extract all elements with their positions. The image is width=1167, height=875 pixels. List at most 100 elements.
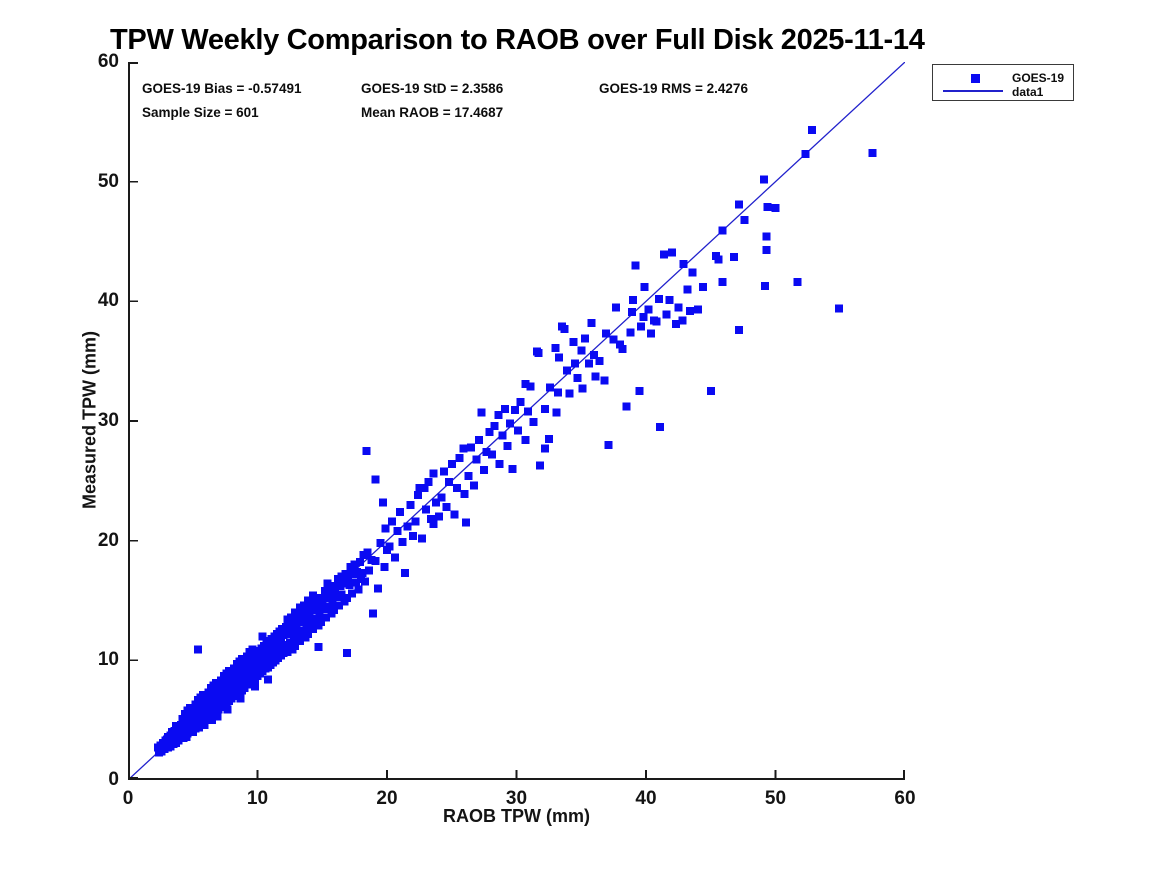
data-point	[459, 444, 468, 453]
data-point	[674, 303, 683, 312]
data-point	[718, 226, 727, 235]
data-point	[350, 560, 359, 569]
data-point	[217, 676, 226, 685]
data-point	[526, 382, 535, 391]
data-point	[718, 278, 727, 287]
stat-mean-raob: Mean RAOB = 17.4687	[361, 105, 504, 120]
data-point	[563, 366, 572, 375]
data-point	[516, 397, 525, 406]
data-point	[693, 305, 702, 314]
data-point	[740, 215, 749, 224]
data-point	[193, 645, 202, 654]
data-point	[450, 510, 459, 519]
stat-bias: GOES-19 Bias = -0.57491	[142, 81, 302, 96]
data-point	[403, 522, 412, 531]
data-point	[631, 261, 640, 270]
data-point	[868, 148, 877, 157]
data-point	[771, 203, 780, 212]
data-point	[494, 411, 503, 420]
data-point	[258, 632, 267, 641]
data-point	[609, 335, 618, 344]
x-tick-label: 10	[246, 788, 269, 809]
data-point	[424, 478, 433, 487]
data-point	[414, 491, 423, 500]
data-point	[223, 705, 232, 714]
data-point	[183, 713, 192, 722]
data-point	[390, 553, 399, 562]
data-point	[195, 723, 204, 732]
data-point	[662, 310, 671, 319]
data-point	[577, 346, 586, 355]
data-point	[534, 348, 543, 357]
data-point	[601, 329, 610, 338]
data-point	[342, 649, 351, 658]
data-point	[289, 618, 298, 627]
data-point	[326, 591, 335, 600]
stat-rms: GOES-19 RMS = 2.4276	[599, 81, 748, 96]
data-point	[604, 440, 613, 449]
data-point	[304, 630, 313, 639]
data-point	[341, 570, 350, 579]
data-point	[313, 603, 322, 612]
data-point	[205, 699, 214, 708]
data-point	[455, 454, 464, 463]
data-point	[230, 664, 239, 673]
data-point	[306, 616, 315, 625]
data-point	[360, 577, 369, 586]
data-point	[208, 716, 217, 725]
data-point	[318, 600, 327, 609]
data-point	[482, 448, 491, 457]
data-point	[263, 675, 272, 684]
data-point	[178, 714, 187, 723]
data-point	[636, 322, 645, 331]
data-point	[421, 505, 430, 514]
data-point	[521, 436, 530, 445]
data-point	[445, 478, 454, 487]
data-point	[834, 304, 843, 313]
data-point	[639, 312, 648, 321]
data-point	[578, 384, 587, 393]
data-point	[460, 489, 469, 498]
data-point	[506, 419, 515, 428]
data-point	[213, 712, 222, 721]
data-point	[316, 618, 325, 627]
y-tick-label: 40	[97, 290, 119, 312]
data-point	[351, 578, 360, 587]
data-point	[629, 296, 638, 305]
data-point	[469, 481, 478, 490]
data-point	[296, 637, 305, 646]
data-point	[793, 278, 802, 287]
data-point	[284, 644, 293, 653]
data-point	[714, 255, 723, 264]
data-point	[551, 344, 560, 353]
data-point	[406, 500, 415, 509]
data-point	[355, 558, 364, 567]
data-point	[565, 389, 574, 398]
data-point	[698, 282, 707, 291]
data-point	[591, 372, 600, 381]
data-point	[540, 444, 549, 453]
y-tick-label: 50	[97, 170, 119, 192]
data-point	[353, 567, 362, 576]
data-point	[354, 585, 363, 594]
x-tick-label: 0	[122, 788, 134, 809]
y-tick-label: 30	[97, 410, 119, 431]
data-point	[393, 527, 402, 536]
data-point	[474, 436, 483, 445]
stat-std: GOES-19 StD = 2.3586	[361, 81, 504, 96]
data-point	[388, 517, 397, 526]
data-point	[184, 718, 193, 727]
data-point	[807, 126, 816, 135]
data-point	[300, 601, 309, 610]
data-point	[292, 624, 301, 633]
data-point	[368, 609, 377, 618]
axes	[128, 62, 905, 780]
data-point	[652, 317, 661, 326]
tick-marks	[128, 62, 905, 779]
data-point	[323, 579, 332, 588]
data-point	[511, 406, 520, 415]
data-point	[590, 351, 599, 360]
data-point	[640, 282, 649, 291]
data-point	[373, 584, 382, 593]
data-point	[309, 591, 318, 600]
